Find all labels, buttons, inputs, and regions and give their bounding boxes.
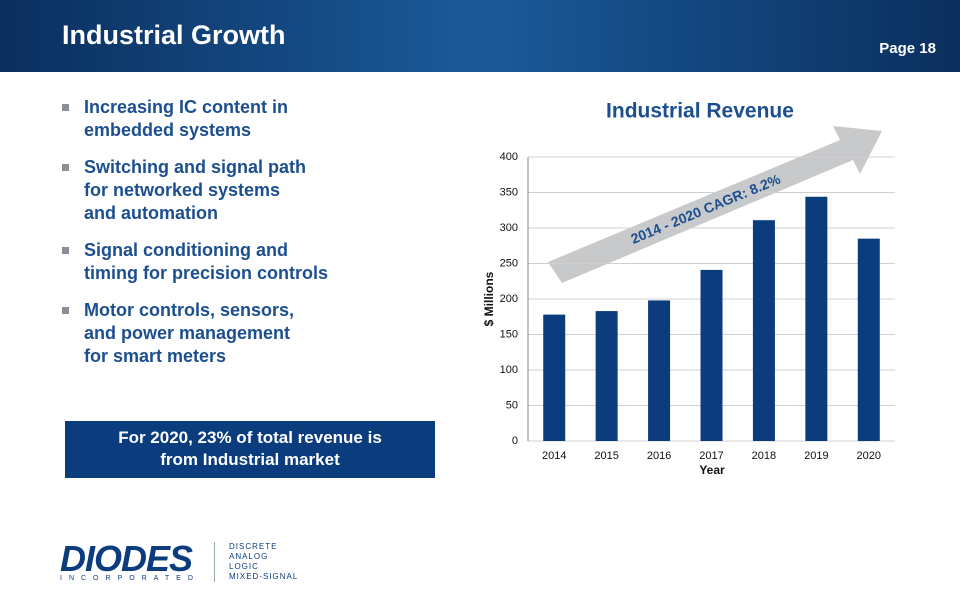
y-tick-label: 400 <box>500 151 518 163</box>
bullet-line: Signal conditioning and <box>84 240 288 260</box>
bullet-line: embedded systems <box>84 120 252 140</box>
y-tick-label: 50 <box>506 399 518 411</box>
bullet: Motor controls, sensors, and power manage… <box>62 299 328 368</box>
bullet: Switching and signal path for networked s… <box>62 156 328 225</box>
page-number: Page 18 <box>879 40 936 57</box>
logo-tag: LOGIC <box>229 562 259 571</box>
y-tick-label: 250 <box>500 257 518 269</box>
bar <box>805 196 828 441</box>
y-tick-label: 350 <box>500 186 518 198</box>
callout-line: from Industrial market <box>160 450 340 469</box>
y-tick-label: 300 <box>500 222 518 234</box>
x-tick-label: 2014 <box>542 450 566 462</box>
logo: DIODES INCORPORATED <box>60 538 200 583</box>
bullet: Signal conditioning and timing for precis… <box>62 239 328 285</box>
bullet-line: and power management <box>84 323 291 343</box>
chart-title: Industrial Revenue <box>606 100 794 123</box>
callout-line: For 2020, 23% of total revenue is <box>118 428 382 447</box>
y-tick-label: 200 <box>500 293 518 305</box>
x-axis-label: Year <box>699 463 725 477</box>
callout: For 2020, 23% of total revenue is from In… <box>65 421 435 478</box>
x-tick-label: 2016 <box>647 450 671 462</box>
bullet-line: Switching and signal path <box>84 157 307 177</box>
x-tick-label: 2015 <box>594 450 618 462</box>
y-tick-label: 150 <box>500 328 518 340</box>
bullet-line: for networked systems <box>84 180 281 200</box>
logo-tag: DISCRETE <box>229 542 278 551</box>
cagr-arrow <box>548 126 882 283</box>
logo-tag: MIXED-SIGNAL <box>229 572 299 581</box>
x-tick-label: 2017 <box>699 450 723 462</box>
bar <box>752 220 775 441</box>
bullet-line: timing for precision controls <box>84 263 329 283</box>
bullet-line: for smart meters <box>84 346 227 366</box>
logo-tag: ANALOG <box>229 552 269 561</box>
y-axis-label: $ Millions <box>482 271 496 326</box>
header-bar <box>0 0 960 72</box>
bullet-list: Increasing IC content in embedded systems… <box>62 96 328 382</box>
logo-sub: INCORPORATED <box>60 575 200 582</box>
slide-title: Industrial Growth <box>62 20 286 50</box>
bullet-line: and automation <box>84 203 218 223</box>
bar <box>648 300 671 441</box>
logo-name: DIODES <box>60 538 193 579</box>
bar <box>543 314 566 441</box>
bar <box>595 311 618 441</box>
bullet-line: Motor controls, sensors, <box>84 300 295 320</box>
x-tick-label: 2019 <box>804 450 828 462</box>
bar <box>857 238 880 441</box>
x-tick-label: 2020 <box>857 450 881 462</box>
bullet-line: Increasing IC content in <box>84 97 289 117</box>
y-tick-label: 0 <box>512 435 518 447</box>
bar <box>700 269 723 441</box>
x-tick-label: 2018 <box>752 450 776 462</box>
y-tick-label: 100 <box>500 364 518 376</box>
bullet: Increasing IC content in embedded systems <box>62 96 328 142</box>
logo-tags: DISCRETE ANALOG LOGIC MIXED-SIGNAL <box>214 542 298 582</box>
